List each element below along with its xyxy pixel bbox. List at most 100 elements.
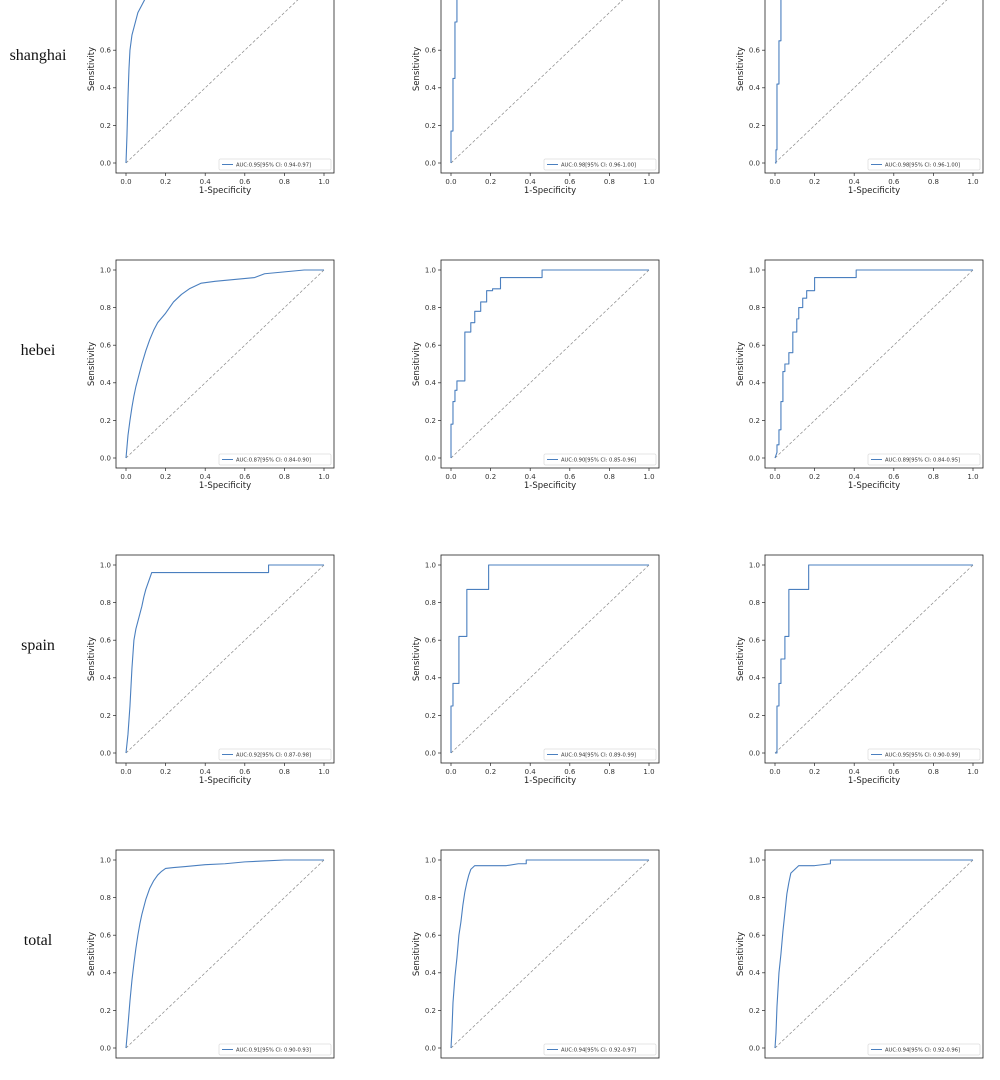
x-tick-label: 1.0	[318, 178, 329, 186]
y-tick-label: 0.2	[749, 417, 760, 425]
x-axis-label: 1-Specificity	[848, 776, 900, 785]
x-axis-label: 1-Specificity	[848, 186, 900, 195]
roc-panel-shanghai-3: 0.0 0.2 0.4 0.6 0.0 0.2 0.4 0.6 0.8 1.0 1-Specific…	[731, 0, 1000, 195]
x-tick-label: 0.6	[239, 178, 251, 186]
y-axis-label: Sensitivity	[736, 637, 746, 681]
x-axis-label: 1-Specificity	[524, 186, 576, 195]
legend-label: AUC:0.94[95% CI: 0.92-0.97]	[561, 1047, 636, 1053]
x-tick-label: 0.0	[120, 178, 131, 186]
roc-chart-svg: 0.0 0.2 0.4 0.6 0.8 1.0 0.0 0.2 0.4 0.6 0.8 1.0 1-Sp…	[736, 554, 984, 785]
roc-curve-line	[450, 269, 649, 458]
y-tick-label: 0.4	[100, 379, 112, 387]
x-tick-label: 0.6	[564, 473, 576, 481]
y-tick-label: 0.6	[100, 47, 112, 55]
x-tick-label: 0.2	[485, 473, 496, 481]
roc-curve-line	[774, 859, 973, 1049]
x-tick-label: 0.4	[525, 473, 537, 481]
diagonal-reference-line	[774, 269, 974, 459]
x-tick-label: 0.8	[279, 768, 290, 776]
x-tick-label: 0.4	[200, 178, 212, 186]
diagonal-reference-line	[450, 564, 650, 754]
y-tick-label: 0.4	[749, 379, 761, 387]
x-tick-label: 0.2	[485, 178, 496, 186]
x-axis-label: 1-Specificity	[199, 776, 251, 785]
y-tick-label: 1.0	[425, 561, 436, 569]
roc-curve-line	[125, 269, 324, 459]
y-tick-label: 0.8	[100, 894, 111, 902]
y-tick-label: 1.0	[425, 266, 436, 274]
legend-label: AUC:0.98[95% CI: 0.96-1.00]	[561, 162, 636, 168]
x-tick-label: 0.0	[120, 473, 131, 481]
x-tick-label: 0.6	[888, 768, 900, 776]
y-tick-label: 0.6	[425, 932, 437, 940]
x-tick-label: 0.8	[279, 178, 290, 186]
x-tick-label: 0.6	[239, 473, 251, 481]
x-tick-label: 0.2	[160, 178, 171, 186]
y-tick-label: 0.8	[425, 599, 436, 607]
diagonal-reference-line	[450, 269, 650, 459]
y-tick-label: 0.0	[100, 749, 111, 757]
y-tick-label: 0.2	[425, 712, 436, 720]
roc-panel-total-1: 0.0 0.2 0.4 0.6 0.8 1.0 Sensitivity AUC:0.91[95…	[82, 810, 382, 1080]
y-tick-label: 0.0	[100, 159, 111, 167]
diagonal-reference-line	[774, 564, 974, 754]
x-tick-label: 0.0	[445, 178, 456, 186]
x-axis-label: 1-Specificity	[848, 481, 900, 490]
y-tick-label: 0.8	[425, 894, 436, 902]
x-tick-label: 1.0	[318, 768, 329, 776]
y-tick-label: 0.0	[425, 454, 436, 462]
roc-chart-svg: 0.0 0.2 0.4 0.6 0.8 1.0 0.0 0.2 0.4 0.6 0.8 1.0 1-Sp…	[87, 259, 335, 490]
y-tick-label: 0.4	[100, 84, 112, 92]
roc-curve-line	[775, 0, 782, 164]
y-axis-label: Sensitivity	[412, 47, 422, 91]
plot-frame	[764, 554, 984, 764]
x-tick-label: 0.2	[809, 178, 820, 186]
x-axis-label: 1-Specificity	[199, 186, 251, 195]
x-tick-label: 0.2	[160, 768, 171, 776]
x-tick-label: 0.4	[200, 768, 212, 776]
x-tick-label: 0.4	[849, 768, 861, 776]
x-tick-label: 1.0	[643, 768, 654, 776]
x-axis-label: 1-Specificity	[524, 776, 576, 785]
legend-label: AUC:0.95[95% CI: 0.94-0.97]	[236, 162, 311, 168]
roc-panel-spain-3: 0.0 0.2 0.4 0.6 0.8 1.0 0.0 0.2 0.4 0.6 0.8 1.0 1-Sp…	[731, 515, 1000, 785]
row-label-total: total	[23, 932, 53, 949]
y-tick-label: 0.6	[100, 342, 112, 350]
y-tick-label: 0.6	[100, 932, 112, 940]
y-tick-label: 0.8	[100, 599, 111, 607]
y-tick-label: 0.0	[749, 749, 760, 757]
roc-curve-line	[450, 859, 649, 1049]
legend-box	[218, 748, 332, 761]
diagonal-reference-line	[125, 0, 299, 164]
y-tick-label: 1.0	[100, 561, 111, 569]
roc-chart-svg: 0.0 0.2 0.4 0.6 0.0 0.2 0.4 0.6 0.8 1.0 1-Specific…	[87, 0, 335, 195]
y-tick-label: 0.8	[749, 894, 760, 902]
x-tick-label: 1.0	[643, 178, 654, 186]
y-tick-label: 0.6	[425, 637, 437, 645]
roc-chart-svg: 0.0 0.2 0.4 0.6 0.0 0.2 0.4 0.6 0.8 1.0 1-Specific…	[736, 0, 984, 195]
roc-panel-spain-2: 0.0 0.2 0.4 0.6 0.8 1.0 0.0 0.2 0.4 0.6 0.8 1.0 1-Sp…	[407, 515, 707, 785]
y-tick-label: 0.4	[100, 674, 112, 682]
roc-chart-svg: 0.0 0.2 0.4 0.6 0.8 1.0 0.0 0.2 0.4 0.6 0.8 1.0 1-Sp…	[412, 259, 660, 490]
y-tick-label: 0.2	[749, 1007, 760, 1015]
y-tick-label: 1.0	[425, 856, 436, 864]
y-tick-label: 0.8	[749, 599, 760, 607]
roc-chart-svg: 0.0 0.2 0.4 0.6 0.8 1.0 0.0 0.2 0.4 0.6 0.8 1.0 1-Sp…	[736, 259, 984, 490]
y-axis-label: Sensitivity	[412, 637, 422, 681]
roc-chart-svg: 0.0 0.2 0.4 0.6 0.8 1.0 0.0 0.2 0.4 0.6 0.8 1.0 1-Sp…	[87, 554, 335, 785]
legend-label: AUC:0.94[95% CI: 0.92-0.96]	[885, 1047, 960, 1053]
legend-label: AUC:0.92[95% CI: 0.87-0.98]	[236, 752, 311, 758]
legend-label: AUC:0.87[95% CI: 0.84-0.90]	[236, 457, 311, 463]
y-tick-label: 0.4	[749, 84, 761, 92]
y-tick-label: 0.0	[425, 749, 436, 757]
x-tick-label: 0.8	[604, 178, 615, 186]
plot-frame	[440, 0, 660, 174]
y-tick-label: 0.0	[749, 454, 760, 462]
x-tick-label: 0.6	[888, 178, 900, 186]
x-tick-label: 1.0	[318, 473, 329, 481]
x-tick-label: 0.0	[120, 768, 131, 776]
roc-panel-total-2: 0.0 0.2 0.4 0.6 0.8 1.0 Sensitivity AUC:0.94[95…	[407, 810, 707, 1080]
legend-box	[867, 748, 981, 761]
x-tick-label: 0.2	[809, 768, 820, 776]
x-tick-label: 0.4	[849, 178, 861, 186]
